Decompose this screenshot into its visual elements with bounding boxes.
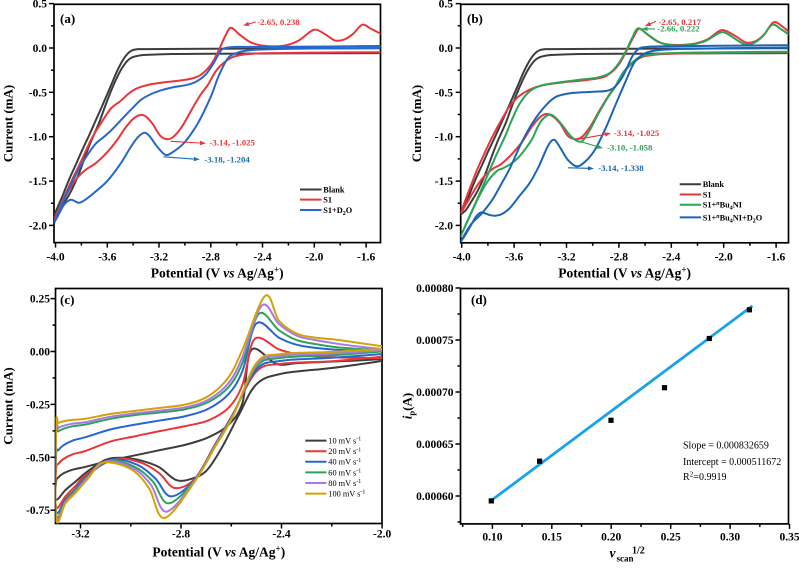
svg-text:-2.8: -2.8 bbox=[610, 252, 628, 264]
svg-text:0.25: 0.25 bbox=[661, 532, 681, 544]
svg-text:-2.4: -2.4 bbox=[662, 252, 680, 264]
svg-text:-1.0: -1.0 bbox=[29, 132, 47, 144]
svg-text:-3.18, -1.204: -3.18, -1.204 bbox=[204, 155, 250, 165]
svg-text:-2.4: -2.4 bbox=[272, 529, 290, 541]
svg-text:-4.0: -4.0 bbox=[46, 252, 64, 264]
svg-text:-1.0: -1.0 bbox=[435, 132, 453, 144]
svg-text:-0.5: -0.5 bbox=[435, 87, 453, 99]
svg-text:0.00075: 0.00075 bbox=[416, 335, 454, 347]
svg-text:Current (mA): Current (mA) bbox=[1, 85, 16, 162]
svg-text:(d): (d) bbox=[471, 292, 487, 307]
svg-text:100 mV s-1: 100 mV s-1 bbox=[328, 490, 365, 499]
svg-text:Intercept = 0.000511672: Intercept = 0.000511672 bbox=[683, 457, 781, 468]
svg-text:0.15: 0.15 bbox=[542, 532, 562, 544]
svg-text:ip(A): ip(A) bbox=[400, 393, 417, 419]
svg-text:Current (mA): Current (mA) bbox=[409, 85, 424, 162]
svg-text:S1+nBu4NI: S1+nBu4NI bbox=[703, 201, 742, 212]
svg-text:-0.25: -0.25 bbox=[26, 399, 50, 411]
svg-text:60 mV s-1: 60 mV s-1 bbox=[328, 468, 361, 477]
svg-text:-1.6: -1.6 bbox=[767, 252, 785, 264]
svg-text:Blank: Blank bbox=[323, 185, 345, 194]
svg-text:-3.2: -3.2 bbox=[71, 529, 89, 541]
svg-text:-0.75: -0.75 bbox=[26, 505, 50, 517]
svg-text:Blank: Blank bbox=[703, 180, 725, 189]
svg-text:Potential (V vs Ag/Ag+): Potential (V vs Ag/Ag+) bbox=[151, 265, 284, 281]
svg-text:0.10: 0.10 bbox=[482, 532, 502, 544]
svg-text:-2.0: -2.0 bbox=[715, 252, 733, 264]
svg-text:-3.10, -1.058: -3.10, -1.058 bbox=[607, 143, 653, 153]
svg-text:-1.5: -1.5 bbox=[435, 176, 453, 188]
svg-text:-2.65, 0.217: -2.65, 0.217 bbox=[659, 17, 702, 27]
svg-text:-0.5: -0.5 bbox=[29, 87, 47, 99]
svg-text:S1: S1 bbox=[323, 196, 332, 205]
svg-text:-3.2: -3.2 bbox=[150, 252, 168, 264]
svg-text:-3.14, -1.025: -3.14, -1.025 bbox=[614, 128, 660, 138]
svg-text:0.5: 0.5 bbox=[439, 0, 454, 11]
svg-text:Current (mA): Current (mA) bbox=[1, 367, 16, 444]
svg-text:-3.14, -1.025: -3.14, -1.025 bbox=[210, 138, 256, 148]
svg-text:-3.6: -3.6 bbox=[505, 252, 523, 264]
svg-text:-3.6: -3.6 bbox=[98, 252, 116, 264]
svg-text:0.5: 0.5 bbox=[33, 0, 48, 11]
svg-text:20 mV s-1: 20 mV s-1 bbox=[328, 447, 361, 456]
svg-text:scan: scan bbox=[617, 554, 634, 564]
svg-text:-1.5: -1.5 bbox=[29, 176, 47, 188]
svg-text:S1: S1 bbox=[703, 190, 712, 199]
svg-text:1/2: 1/2 bbox=[632, 546, 645, 557]
svg-text:0.30: 0.30 bbox=[720, 532, 740, 544]
svg-text:40 mV s-1: 40 mV s-1 bbox=[328, 458, 361, 467]
svg-text:-3.2: -3.2 bbox=[557, 252, 575, 264]
svg-text:R2=0.9919: R2=0.9919 bbox=[683, 470, 727, 484]
svg-text:-2.0: -2.0 bbox=[29, 220, 47, 232]
svg-text:-2.8: -2.8 bbox=[202, 252, 220, 264]
svg-text:Potential (V vs Ag/Ag+): Potential (V vs Ag/Ag+) bbox=[152, 544, 285, 560]
svg-text:0.20: 0.20 bbox=[601, 532, 621, 544]
svg-text:(b): (b) bbox=[467, 11, 483, 26]
svg-text:(a): (a) bbox=[60, 11, 75, 26]
svg-text:S1+nBu4NI+D2O: S1+nBu4NI+D2O bbox=[703, 213, 763, 224]
svg-text:(c): (c) bbox=[60, 292, 74, 307]
svg-text:0.00060: 0.00060 bbox=[416, 491, 454, 503]
svg-text:-4.0: -4.0 bbox=[453, 252, 471, 264]
svg-text:0.00070: 0.00070 bbox=[416, 387, 454, 399]
svg-text:0.25: 0.25 bbox=[30, 294, 50, 306]
svg-text:-2.0: -2.0 bbox=[435, 220, 453, 232]
svg-text:-2.0: -2.0 bbox=[305, 252, 323, 264]
svg-text:S1+D2O: S1+D2O bbox=[323, 206, 352, 217]
svg-text:-2.66, 0.222: -2.66, 0.222 bbox=[657, 24, 700, 34]
svg-text:Potential (V vs Ag/Ag+): Potential (V vs Ag/Ag+) bbox=[558, 265, 691, 281]
svg-text:Slope = 0.000832659: Slope = 0.000832659 bbox=[683, 441, 769, 452]
svg-text:-0.50: -0.50 bbox=[26, 452, 50, 464]
svg-text:10 mV s-1: 10 mV s-1 bbox=[328, 437, 361, 446]
svg-text:0.00065: 0.00065 bbox=[416, 439, 454, 451]
svg-text:0.0: 0.0 bbox=[33, 43, 48, 55]
svg-text:80 mV s-1: 80 mV s-1 bbox=[328, 479, 361, 488]
svg-text:-1.6: -1.6 bbox=[357, 252, 375, 264]
svg-text:-3.14, -1.338: -3.14, -1.338 bbox=[598, 163, 644, 173]
svg-text:v: v bbox=[610, 546, 617, 561]
svg-text:-2.8: -2.8 bbox=[172, 529, 190, 541]
svg-text:0.00: 0.00 bbox=[30, 347, 50, 359]
svg-text:-2.4: -2.4 bbox=[253, 252, 271, 264]
svg-text:0.35: 0.35 bbox=[779, 532, 799, 544]
svg-text:0.0: 0.0 bbox=[439, 43, 454, 55]
svg-text:0.00080: 0.00080 bbox=[416, 283, 454, 295]
svg-text:-2.65, 0.238: -2.65, 0.238 bbox=[257, 17, 300, 27]
svg-text:-2.0: -2.0 bbox=[373, 529, 391, 541]
